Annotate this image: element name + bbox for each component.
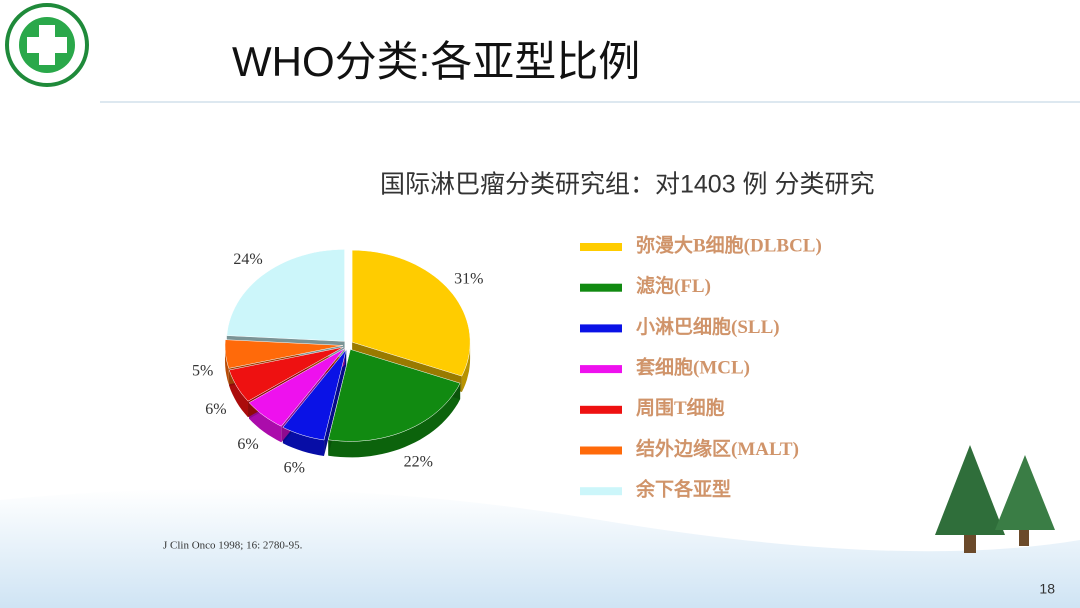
legend-label: 套细胞(MCL) [635,355,750,378]
pie-slice-side [328,383,461,458]
legend-label: 余下各亚型 [635,478,731,501]
legend-swatch [580,446,622,455]
legend-swatch [580,324,622,333]
legend-label: 周围T细胞 [636,396,725,419]
tree-decoration [935,445,1055,553]
data-label: 6% [284,460,305,477]
pie-slice [228,346,344,402]
logo [5,3,89,87]
pie-slice-side [461,342,471,393]
pie-slice [226,249,345,342]
source-citation: J Clin Onco 1998; 16: 2780-95. [163,540,303,552]
pie-slice [327,349,461,442]
background-wave [0,488,1080,608]
data-label: 5% [192,363,213,380]
legend-swatch [580,487,622,496]
legend-swatch [580,405,622,414]
legend-swatch [580,243,622,251]
page-number: 18 [1039,581,1055,597]
slide-title: WHO分类:各亚型比例 [232,38,640,85]
legend-label: 结外边缘区(MALT) [636,437,799,460]
pie-slice [248,348,345,427]
legend-label: 弥漫大B细胞(DLBCL) [636,233,822,256]
pie-slice-edge [324,349,347,457]
pie-slice-side [225,345,229,385]
pie-slice [224,339,344,369]
legend-label: 滤泡(FL) [636,274,711,297]
legend-label: 小淋巴细胞(SLL) [636,315,780,338]
data-label: 24% [233,251,262,268]
data-label: 31% [454,270,483,287]
subtitle: 国际淋巴瘤分类研究组：对1403 例 分类研究 [380,171,875,199]
legend-swatch [580,365,622,374]
data-label: 6% [205,401,226,418]
pie-slice [351,249,471,377]
data-label: 22% [404,453,433,470]
pie-slice [282,349,347,441]
legend-swatch [580,283,622,292]
data-label: 6% [237,436,258,453]
pie-slice-side [282,427,324,456]
